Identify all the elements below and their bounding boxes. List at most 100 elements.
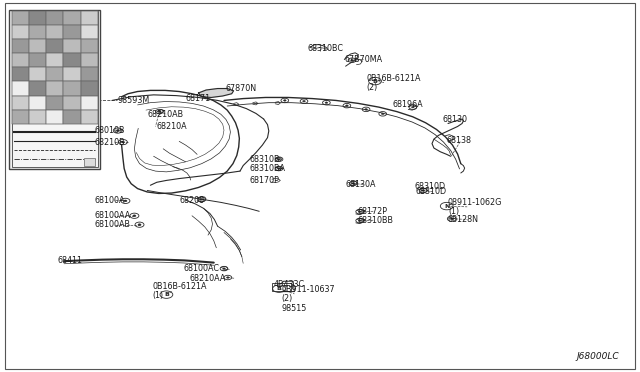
- Bar: [63, 53, 81, 67]
- Text: 68130A: 68130A: [346, 180, 376, 189]
- Bar: [12, 25, 29, 39]
- Text: 68200: 68200: [179, 196, 204, 205]
- Text: 68210AA: 68210AA: [189, 274, 226, 283]
- Circle shape: [352, 183, 355, 184]
- Text: 68128N: 68128N: [448, 215, 479, 224]
- Bar: [29, 81, 46, 96]
- Text: 68210AB: 68210AB: [148, 110, 184, 119]
- Bar: [81, 67, 98, 81]
- Circle shape: [358, 211, 361, 212]
- Text: 98515: 98515: [282, 304, 307, 312]
- Text: B: B: [276, 286, 282, 291]
- Text: 08911-1062G
(1): 08911-1062G (1): [448, 198, 502, 216]
- Bar: [46, 110, 63, 124]
- Bar: [63, 67, 81, 81]
- Circle shape: [284, 100, 286, 101]
- Text: 68411: 68411: [58, 256, 83, 265]
- Text: 67870N: 67870N: [225, 84, 257, 93]
- Circle shape: [223, 268, 225, 269]
- Bar: [29, 67, 46, 81]
- Circle shape: [303, 100, 305, 102]
- Circle shape: [116, 130, 119, 131]
- Bar: [12, 11, 29, 25]
- Text: 0B911-10637
(2): 0B911-10637 (2): [282, 285, 335, 303]
- Circle shape: [124, 200, 127, 202]
- Text: 68310BC: 68310BC: [307, 44, 343, 53]
- Text: N: N: [444, 203, 449, 209]
- Text: 4B433C: 4B433C: [274, 280, 305, 289]
- Bar: [29, 25, 46, 39]
- Bar: [12, 110, 29, 124]
- Text: 68196A: 68196A: [393, 100, 424, 109]
- Bar: [46, 39, 63, 53]
- Bar: [9, 10, 100, 169]
- Polygon shape: [198, 89, 234, 97]
- Bar: [46, 96, 63, 110]
- Bar: [12, 81, 29, 96]
- Bar: [63, 11, 81, 25]
- Circle shape: [346, 105, 348, 106]
- Bar: [29, 11, 46, 25]
- Text: 0B16B-6121A
(1): 0B16B-6121A (1): [152, 282, 207, 300]
- Text: 67B70MA: 67B70MA: [344, 55, 383, 64]
- Bar: [46, 25, 63, 39]
- Bar: [63, 96, 81, 110]
- Text: 68210A: 68210A: [157, 122, 188, 131]
- Text: 0B16B-6121A
(2): 0B16B-6121A (2): [366, 74, 420, 92]
- Text: 68310BA: 68310BA: [250, 164, 285, 173]
- Bar: [46, 53, 63, 67]
- Text: 68100A: 68100A: [95, 196, 125, 205]
- Bar: [12, 39, 29, 53]
- Text: 68100AB: 68100AB: [95, 220, 131, 229]
- Bar: [63, 110, 81, 124]
- Text: 68170P: 68170P: [250, 176, 280, 185]
- Circle shape: [422, 190, 424, 191]
- Bar: [81, 25, 98, 39]
- Circle shape: [381, 113, 384, 115]
- Bar: [81, 110, 98, 124]
- Circle shape: [227, 277, 229, 278]
- Bar: [63, 25, 81, 39]
- Circle shape: [133, 215, 136, 217]
- Bar: [46, 81, 63, 96]
- Bar: [29, 96, 46, 110]
- Text: 68100AC: 68100AC: [183, 264, 219, 273]
- Bar: [81, 39, 98, 53]
- Bar: [63, 81, 81, 96]
- Bar: [29, 53, 46, 67]
- Circle shape: [158, 111, 161, 112]
- Text: 68310B: 68310B: [250, 155, 280, 164]
- Text: B: B: [164, 292, 169, 297]
- Text: 68010B: 68010B: [95, 126, 125, 135]
- Bar: [81, 53, 98, 67]
- Circle shape: [412, 106, 414, 108]
- Bar: [272, 283, 291, 291]
- Bar: [12, 53, 29, 67]
- Circle shape: [351, 60, 353, 61]
- Bar: [46, 11, 63, 25]
- Circle shape: [451, 218, 453, 219]
- Bar: [63, 39, 81, 53]
- Circle shape: [278, 168, 280, 169]
- Bar: [12, 96, 29, 110]
- Bar: [84, 158, 95, 166]
- Text: 68171: 68171: [186, 94, 211, 103]
- Bar: [29, 39, 46, 53]
- Circle shape: [325, 102, 328, 103]
- Circle shape: [200, 199, 203, 200]
- Text: 68310D: 68310D: [416, 187, 447, 196]
- Bar: [81, 96, 98, 110]
- Circle shape: [138, 224, 141, 225]
- Text: 68310BB: 68310BB: [357, 216, 393, 225]
- Text: 68130: 68130: [443, 115, 468, 124]
- Bar: [12, 11, 98, 167]
- Text: 68138: 68138: [447, 136, 472, 145]
- Text: B: B: [372, 78, 378, 84]
- Circle shape: [358, 220, 361, 221]
- Bar: [12, 67, 29, 81]
- Circle shape: [365, 109, 367, 110]
- Bar: [29, 110, 46, 124]
- Text: 68210B: 68210B: [95, 138, 125, 147]
- Circle shape: [278, 158, 280, 160]
- Circle shape: [122, 141, 124, 143]
